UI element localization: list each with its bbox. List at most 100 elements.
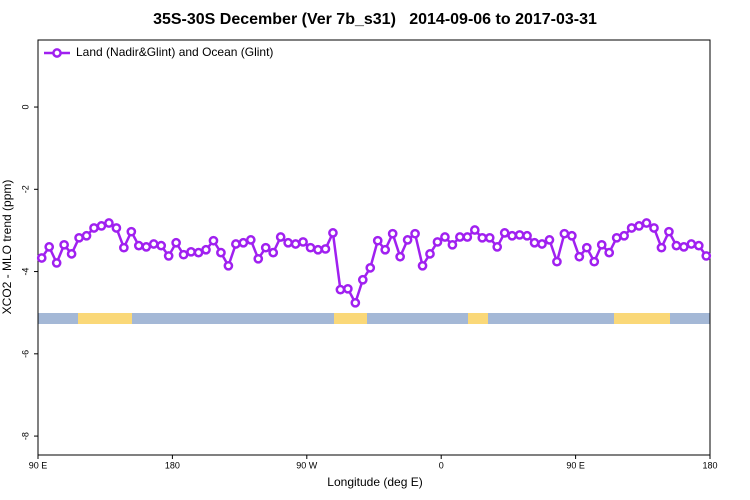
data-point — [328, 228, 338, 238]
data-point — [111, 223, 122, 233]
data-point — [656, 242, 667, 253]
data-point — [283, 237, 293, 248]
x-tick-label: 0 — [439, 460, 444, 470]
x-tick-label: 90 W — [296, 460, 318, 470]
data-point — [701, 251, 712, 261]
y-tick-label: -8 — [20, 432, 30, 440]
data-point — [372, 235, 383, 246]
data-point — [402, 235, 413, 245]
data-point — [313, 244, 323, 255]
data-point — [104, 218, 114, 228]
x-tick-label: 180 — [702, 460, 717, 470]
data-point — [208, 235, 219, 246]
data-point — [484, 232, 495, 243]
data-point — [440, 232, 450, 242]
data-point — [649, 223, 659, 233]
land-ocean-strip — [38, 313, 710, 324]
data-point — [395, 251, 405, 262]
data-point — [119, 242, 129, 253]
data-point — [290, 239, 301, 249]
data-point — [133, 240, 144, 251]
data-point — [611, 232, 622, 243]
data-point — [51, 258, 62, 268]
data-point — [686, 239, 697, 249]
data-point — [126, 226, 137, 237]
legend-marker — [52, 48, 62, 58]
data-point — [357, 274, 368, 285]
data-point — [499, 228, 510, 238]
data-point — [216, 247, 226, 258]
data-point — [380, 244, 391, 255]
data-point — [492, 242, 503, 252]
y-axis-label: XCO2 - MLO trend (ppm) — [0, 180, 14, 315]
data-point — [432, 237, 443, 247]
data-point — [253, 253, 264, 264]
x-axis-label: Longitude (deg E) — [327, 475, 422, 489]
data-point — [268, 247, 279, 258]
data-point — [693, 240, 704, 251]
data-point — [223, 260, 234, 271]
data-point — [574, 251, 585, 262]
data-point — [522, 230, 532, 241]
data-point — [387, 228, 398, 239]
ocean-band — [38, 313, 710, 324]
data-point — [201, 244, 211, 255]
land-band — [614, 313, 670, 324]
data-point — [44, 242, 55, 252]
land-band — [78, 313, 132, 324]
data-point — [275, 232, 286, 242]
data-point — [74, 232, 84, 243]
data-point — [193, 247, 204, 258]
data-point — [559, 228, 570, 239]
data-point — [320, 244, 331, 254]
data-point — [581, 242, 592, 253]
x-tick-label: 90 E — [566, 460, 585, 470]
data-point — [634, 221, 644, 231]
data-point — [626, 223, 637, 233]
plot-frame — [37, 39, 711, 456]
data-point — [596, 239, 607, 250]
data-point — [664, 226, 674, 237]
data-point — [365, 263, 376, 273]
data-point — [231, 239, 241, 249]
data-point — [477, 232, 488, 243]
data-point — [589, 256, 600, 267]
chart-title: 35S-30S December (Ver 7b_s31) 2014-09-06… — [153, 11, 597, 28]
x-tick-label: 180 — [165, 460, 180, 470]
data-point — [148, 239, 159, 249]
y-tick-label: -4 — [20, 268, 30, 276]
data-point — [81, 230, 92, 241]
data-point — [298, 237, 308, 247]
land-band — [468, 313, 488, 324]
data-point — [350, 297, 361, 308]
data-point — [343, 283, 353, 294]
data-point — [89, 223, 99, 233]
legend-label: Land (Nadir&Glint) and Ocean (Glint) — [76, 45, 273, 59]
data-point — [671, 240, 682, 251]
y-tick-label: -2 — [20, 185, 30, 193]
data-point — [59, 239, 69, 250]
data-point — [619, 230, 629, 241]
data-point — [141, 242, 152, 252]
data-point — [156, 240, 167, 251]
data-point — [462, 232, 473, 242]
data-point — [447, 239, 458, 250]
data-point — [163, 251, 174, 261]
data-point — [410, 228, 420, 239]
series-line — [40, 221, 708, 307]
data-point — [66, 249, 77, 259]
data-point — [552, 256, 562, 267]
y-tick-label: -6 — [20, 350, 30, 358]
y-tick-label: 0 — [20, 105, 30, 110]
data-point — [260, 242, 271, 253]
data-point — [36, 253, 47, 263]
data-point — [544, 235, 555, 245]
data-point — [171, 237, 181, 248]
data-point — [469, 225, 480, 235]
data-point — [604, 247, 615, 258]
data-point — [96, 221, 107, 231]
data-point — [305, 242, 316, 253]
data-point — [186, 246, 196, 257]
data-point — [679, 242, 689, 252]
